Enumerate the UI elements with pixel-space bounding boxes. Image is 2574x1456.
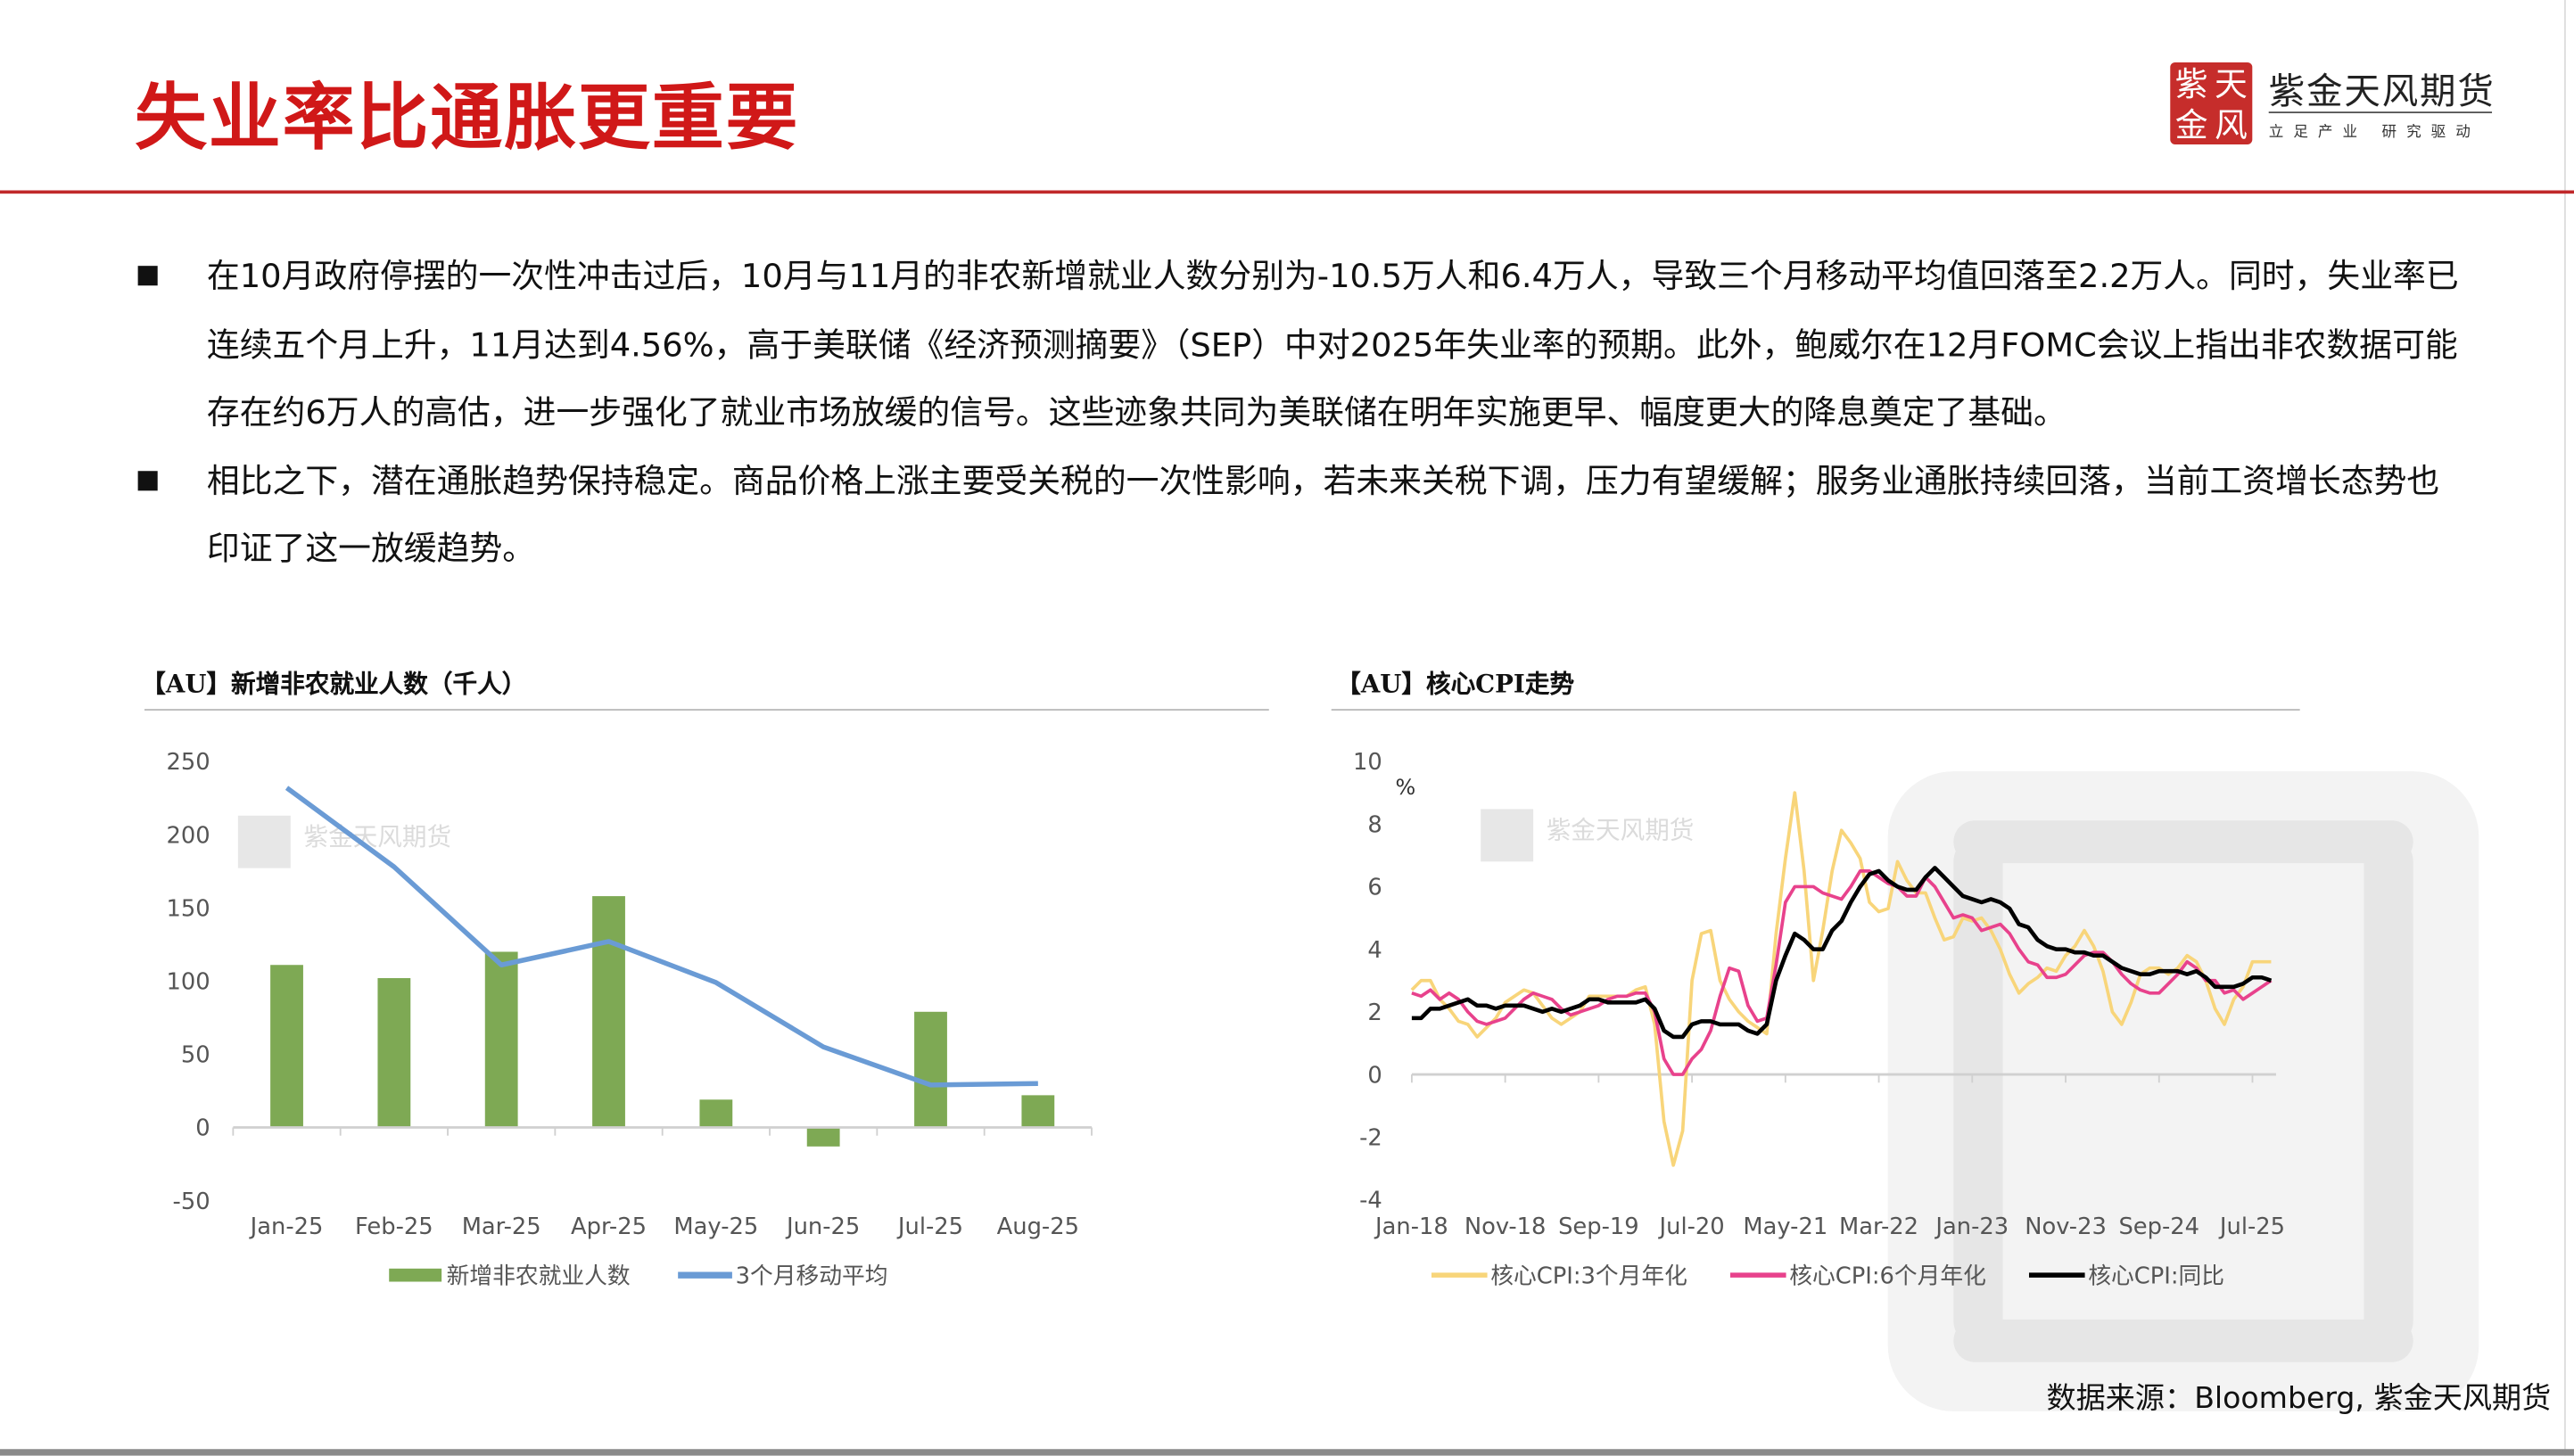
y-unit-label: % xyxy=(1396,775,1416,800)
square-bullet-icon xyxy=(138,266,158,285)
chart-title-cpi: 【AU】核心CPI走势 xyxy=(1336,666,1574,701)
logo-tagline: 立足产业 研究驱动 xyxy=(2269,119,2480,141)
bar xyxy=(270,965,303,1127)
y-tick-label: -50 xyxy=(173,1189,210,1215)
legend-label: 核心CPI:同比 xyxy=(2088,1263,2224,1289)
chart-title-nfp: 【AU】新增非农就业人数（千人） xyxy=(141,666,526,701)
body-text: 在10月政府停摆的一次性冲击过后，10月与11月的非农新增就业人数分别为-10.… xyxy=(138,243,2470,583)
y-tick-label: 200 xyxy=(166,822,210,849)
company-logo: 紫天金风 紫金天风期货 立足产业 研究驱动 xyxy=(2170,59,2531,151)
bar xyxy=(1021,1095,1054,1127)
y-tick-label: 8 xyxy=(1367,811,1382,838)
core-cpi-chart: 10 8 6 4 2 0 -2 -4% 紫金天风期货 Jan-18 Nov-18 Sep-19 Jul-… xyxy=(1313,722,2331,1329)
x-tick-label: Jun-25 xyxy=(785,1213,860,1240)
bar xyxy=(807,1127,840,1146)
x-tick-label: May-25 xyxy=(673,1213,758,1240)
y-tick-label: 250 xyxy=(166,749,210,776)
chart-title-rule xyxy=(1332,709,2300,711)
chart-watermark: 紫金天风期货 xyxy=(238,816,451,868)
bar xyxy=(914,1012,947,1128)
bullet-item: 相比之下，潜在通胀趋势保持稳定。商品价格上涨主要受关税的一次性影响，若未来关税下… xyxy=(138,448,2470,584)
y-tick-label: 10 xyxy=(1353,749,1382,776)
y-tick-label: 100 xyxy=(166,969,210,996)
x-tick-label: May-21 xyxy=(1743,1213,1827,1240)
x-tick-label: Jan-18 xyxy=(1374,1213,1448,1240)
bullet-text: 在10月政府停摆的一次性冲击过后，10月与11月的非农新增就业人数分别为-10.… xyxy=(207,256,2459,432)
seal-char: 紫 xyxy=(2172,63,2211,103)
x-tick-label: Jan-25 xyxy=(249,1213,324,1240)
watermark-text: 紫金天风期货 xyxy=(304,822,452,851)
y-tick-label: 6 xyxy=(1367,875,1382,901)
bar xyxy=(377,978,410,1127)
y-tick-label: 150 xyxy=(166,895,210,922)
seal-stroke xyxy=(2364,837,2413,1346)
bar xyxy=(699,1099,732,1127)
logo-seal: 紫天金风 xyxy=(2170,62,2252,144)
y-tick-label: 4 xyxy=(1367,937,1382,964)
square-bullet-icon xyxy=(138,470,158,489)
seal-char: 天 xyxy=(2211,63,2250,103)
legend-label: 3个月移动平均 xyxy=(736,1263,888,1289)
seal-char: 风 xyxy=(2211,104,2250,144)
x-tick-label: Nov-23 xyxy=(2025,1213,2107,1240)
y-tick-label: 0 xyxy=(195,1115,210,1142)
bullet-item: 在10月政府停摆的一次性冲击过后，10月与11月的非农新增就业人数分别为-10.… xyxy=(138,243,2470,447)
cpi-yoy-line xyxy=(1412,868,2272,1037)
y-tick-label: 50 xyxy=(181,1042,210,1069)
x-tick-label: Sep-19 xyxy=(1558,1213,1639,1240)
x-tick-label: Mar-25 xyxy=(462,1213,541,1240)
x-tick-label: Jul-25 xyxy=(2218,1213,2285,1240)
cpi-3m-line xyxy=(1412,793,2272,1165)
bar xyxy=(485,951,518,1127)
seal-char: 金 xyxy=(2172,104,2211,144)
x-tick-label: Sep-24 xyxy=(2118,1213,2199,1240)
x-tick-label: Jul-20 xyxy=(1658,1213,1725,1240)
header-divider xyxy=(0,191,2574,194)
legend-label: 核心CPI:3个月年化 xyxy=(1490,1263,1687,1289)
logo-divider xyxy=(2269,111,2492,113)
page-title: 失业率比通胀更重要 xyxy=(135,59,799,164)
slide-edge xyxy=(2564,0,2566,1456)
data-source: 数据来源：Bloomberg, 紫金天风期货 xyxy=(2047,1375,2552,1418)
x-tick-label: Apr-25 xyxy=(571,1213,647,1240)
nfp-chart: 250 200 150 100 50 0 -50 紫金天风期货 Jan-25 Feb-25 Mar-… xyxy=(0,722,1297,1329)
x-tick-label: Jul-25 xyxy=(896,1213,963,1240)
legend-label: 新增非农就业人数 xyxy=(447,1263,631,1289)
watermark-seal-icon xyxy=(238,816,291,868)
x-tick-label: Aug-25 xyxy=(997,1213,1079,1240)
watermark-text: 紫金天风期货 xyxy=(1547,816,1695,845)
legend-swatch-bar xyxy=(389,1269,441,1282)
y-tick-label: -4 xyxy=(1359,1188,1382,1214)
y-tick-label: 2 xyxy=(1367,999,1382,1026)
logo-name: 紫金天风期货 xyxy=(2269,62,2496,115)
chart-title-rule xyxy=(144,709,1269,711)
legend-label: 核心CPI:6个月年化 xyxy=(1789,1263,1986,1289)
x-tick-label: Nov-18 xyxy=(1464,1213,1547,1240)
bullet-text: 相比之下，潜在通胀趋势保持稳定。商品价格上涨主要受关税的一次性影响，若未来关税下… xyxy=(207,460,2439,568)
chart-watermark: 紫金天风期货 xyxy=(1481,809,1694,861)
x-tick-label: Mar-22 xyxy=(1839,1213,1918,1240)
y-tick-label: 0 xyxy=(1367,1062,1382,1089)
x-tick-label: Feb-25 xyxy=(355,1213,433,1240)
x-tick-label: Jan-23 xyxy=(1934,1213,2009,1240)
bar xyxy=(592,896,625,1127)
watermark-seal-icon xyxy=(1481,809,1533,861)
y-tick-label: -2 xyxy=(1359,1124,1382,1151)
